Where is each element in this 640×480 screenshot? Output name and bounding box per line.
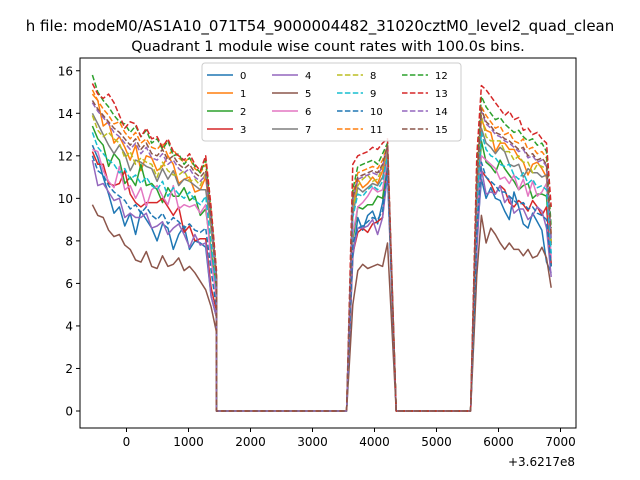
series-line-3 — [91, 151, 552, 412]
legend-label-6: 6 — [305, 107, 311, 118]
x-tick-label: 3000 — [297, 435, 328, 449]
x-tick-label: 5000 — [421, 435, 452, 449]
y-tick-label: 2 — [65, 362, 73, 376]
legend-label-10: 10 — [370, 107, 383, 118]
legend-label-1: 1 — [240, 89, 246, 100]
plot-frame — [79, 57, 577, 429]
series-line-6 — [92, 148, 552, 412]
series-layer — [91, 74, 552, 412]
legend-label-15: 15 — [435, 125, 448, 136]
legend-label-13: 13 — [435, 89, 448, 100]
legend-label-8: 8 — [370, 71, 376, 82]
legend-label-14: 14 — [435, 107, 448, 118]
y-tick-label: 16 — [58, 64, 73, 78]
legend-label-9: 9 — [370, 89, 376, 100]
legend-label-11: 11 — [370, 125, 383, 136]
y-tick-label: 4 — [65, 319, 73, 333]
series-line-13 — [91, 83, 552, 412]
legend-label-2: 2 — [240, 107, 246, 118]
x-tick-label: 0 — [123, 435, 131, 449]
legend-label-7: 7 — [305, 125, 311, 136]
chart-suptitle: h file: modeM0/AS1A10_071T54_9000004482_… — [26, 17, 615, 36]
x-axis-offset-label: +3.6217e8 — [508, 455, 575, 469]
y-tick-label: 8 — [65, 234, 73, 248]
y-tick-label: 0 — [65, 404, 73, 418]
y-tick-label: 12 — [58, 149, 73, 163]
series-line-15 — [91, 100, 552, 412]
series-line-1 — [91, 93, 552, 412]
series-line-5 — [91, 204, 552, 412]
y-tick-label: 10 — [58, 192, 73, 206]
y-tick-label: 6 — [65, 277, 73, 291]
y-tick-label: 14 — [58, 107, 73, 121]
series-line-10 — [91, 155, 552, 412]
series-line-8 — [91, 114, 552, 412]
legend-label-12: 12 — [435, 71, 448, 82]
series-line-2 — [91, 125, 552, 412]
legend-label-5: 5 — [305, 89, 311, 100]
x-tick-label: 6000 — [483, 435, 514, 449]
legend-label-3: 3 — [240, 125, 246, 136]
series-line-7 — [91, 112, 552, 412]
x-tick-label: 4000 — [359, 435, 390, 449]
legend-box — [201, 62, 462, 142]
axis-layer: 0 1000 2000 3000 4000 5000 6000 700002468101214… — [58, 64, 576, 449]
x-tick-label: 1000 — [173, 435, 204, 449]
series-line-0 — [91, 144, 552, 412]
series-line-14 — [91, 102, 552, 412]
x-tick-label: 7000 — [545, 435, 576, 449]
legend-label-0: 0 — [240, 71, 246, 82]
x-tick-label: 2000 — [235, 435, 266, 449]
legend-label-4: 4 — [305, 71, 311, 82]
chart-title: Quadrant 1 module wise count rates with … — [131, 39, 525, 55]
